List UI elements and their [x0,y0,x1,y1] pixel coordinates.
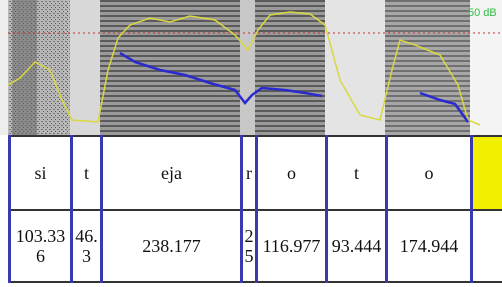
segment-duration: 46.3 [73,211,100,281]
segment-duration: 25 [243,211,255,281]
segment-duration: 103.336 [11,211,70,281]
segment-duration: 116.977 [258,211,325,281]
segment-o2 [385,0,470,135]
boundary [255,135,258,283]
segment-t2 [325,0,385,135]
segment-eja [100,0,240,135]
segment-duration: 93.444 [328,211,385,281]
segment-label: t [73,137,100,209]
segment-duration: 238.177 [103,211,240,281]
boundary [240,135,243,283]
segment-label: r [243,137,255,209]
segment-r [240,0,255,135]
boundary [385,135,388,283]
segment-label: o [258,137,325,209]
segment-label: eja [103,137,240,209]
segment-t [70,0,100,135]
segment-label: o [388,137,470,209]
dark-band [12,0,37,135]
spectrogram: 50 dB [0,0,502,135]
boundary [8,135,11,283]
segment-duration: 174.944 [388,211,470,281]
segment-label: t [328,137,385,209]
boundary [70,135,73,283]
segment-label: si [11,137,70,209]
segment-end [470,0,502,135]
praat-window: 50 dB si103.336t46.3eja238.177r25o116.97… [0,0,502,287]
boundary [100,135,103,283]
db-label: 50 dB [468,7,497,19]
boundary [325,135,328,283]
selection [473,137,502,209]
